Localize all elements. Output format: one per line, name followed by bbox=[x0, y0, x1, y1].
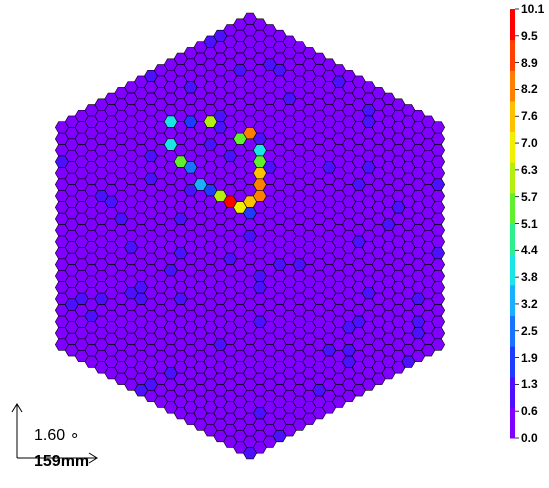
colorbar-swatch bbox=[510, 39, 515, 71]
colorbar-swatch bbox=[510, 192, 515, 224]
colorbar-tick-label: 8.2 bbox=[521, 82, 538, 97]
colorbar-tick-label: 4.4 bbox=[521, 243, 538, 258]
colorbar-tick-label: 1.3 bbox=[521, 377, 538, 392]
colorbar-swatch bbox=[510, 100, 515, 133]
colorbar-swatch bbox=[510, 162, 515, 194]
colorbar-tick-label: 5.7 bbox=[521, 189, 538, 204]
camera-pixel bbox=[431, 327, 446, 340]
camera-pixel bbox=[431, 258, 446, 271]
colorbar-swatch bbox=[510, 284, 515, 316]
colorbar-tick-label: 3.2 bbox=[521, 296, 538, 311]
colorbar-tick-label: 0.6 bbox=[521, 404, 538, 419]
colorbar-swatch bbox=[510, 346, 515, 378]
camera-pixel bbox=[431, 201, 446, 214]
colorbar-tick-label: 7.6 bbox=[521, 109, 538, 124]
camera-pixel bbox=[431, 132, 446, 145]
colorbar-swatch bbox=[510, 223, 515, 255]
camera-pixel bbox=[431, 315, 446, 328]
camera-pixel bbox=[431, 155, 446, 168]
colorbar-swatch bbox=[510, 254, 515, 286]
camera-pixel bbox=[431, 189, 446, 203]
colorbar-tick-label: 9.5 bbox=[521, 28, 538, 43]
colorbar-swatch bbox=[510, 315, 515, 347]
camera-pixel bbox=[431, 235, 446, 248]
colorbar-tick-label: 10.1 bbox=[521, 2, 545, 16]
camera-pixel bbox=[431, 212, 446, 225]
scale-length-label: 159mm bbox=[34, 453, 90, 470]
colorbar-swatch bbox=[510, 9, 515, 41]
colorbar-tick-label: 0.0 bbox=[521, 431, 538, 445]
colorbar-tick-label: 2.5 bbox=[521, 323, 538, 338]
colorbar-tick-label: 5.1 bbox=[521, 216, 538, 231]
camera-pixel bbox=[431, 167, 446, 180]
colorbar bbox=[510, 8, 519, 439]
colorbar-swatch bbox=[510, 131, 515, 163]
camera-pixel bbox=[431, 304, 446, 317]
camera-pixel bbox=[431, 121, 446, 134]
colorbar-tick-label: 7.0 bbox=[521, 136, 538, 151]
camera-pixel bbox=[431, 144, 446, 157]
camera-pixel bbox=[431, 247, 446, 260]
camera-pixel bbox=[431, 269, 446, 283]
camera-pixel bbox=[431, 281, 446, 294]
camera-pixel bbox=[431, 338, 446, 351]
colorbar-tick-label: 3.8 bbox=[521, 270, 538, 285]
colorbar-swatch bbox=[510, 376, 515, 408]
colorbar-tick-label: 6.3 bbox=[521, 162, 538, 177]
colorbar-swatch bbox=[510, 70, 515, 102]
camera-pixel bbox=[431, 178, 446, 191]
colorbar-tick-label: 8.9 bbox=[521, 55, 538, 70]
scale-arrows bbox=[11, 403, 98, 464]
camera-pixel bbox=[431, 292, 446, 305]
scale-angle-label: 1.60 ∘ bbox=[34, 427, 80, 444]
colorbar-tick-label: 1.9 bbox=[521, 350, 538, 365]
camera-pixel bbox=[431, 224, 446, 237]
colorbar-swatch bbox=[510, 407, 515, 439]
